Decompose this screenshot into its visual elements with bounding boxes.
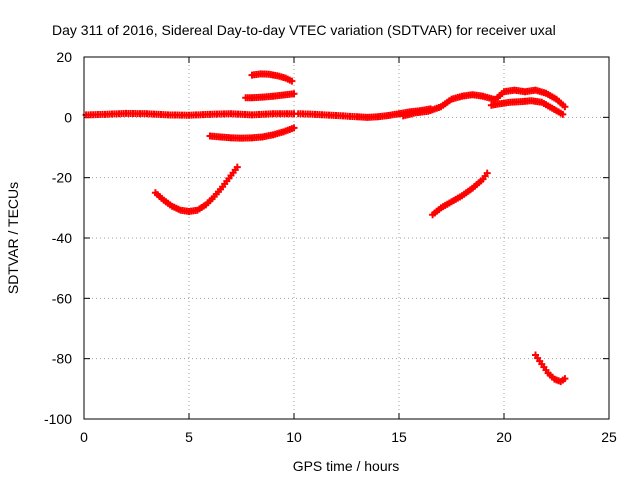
y-tick-label: -80 <box>52 351 72 367</box>
data-point <box>483 169 491 177</box>
data-point <box>290 90 298 98</box>
x-tick-label: 20 <box>496 429 512 445</box>
series-arc-19-23-low <box>487 97 567 118</box>
data-point <box>559 110 567 118</box>
y-tick-label: -20 <box>52 170 72 186</box>
data-point <box>290 124 298 132</box>
series-arc-19-23 <box>492 86 569 111</box>
chart-title: Day 311 of 2016, Sidereal Day-to-day VTE… <box>52 22 556 38</box>
y-tick-label: -60 <box>52 290 72 306</box>
y-tick-label: -40 <box>52 230 72 246</box>
y-tick-label: 20 <box>56 49 72 65</box>
y-tick-label: 0 <box>64 109 72 125</box>
series-arc-low-neg6 <box>206 124 298 142</box>
series-arc-top-14 <box>248 70 296 85</box>
data-point <box>288 77 296 85</box>
series-arc-neg30 <box>429 169 491 219</box>
x-tick-label: 0 <box>80 429 88 445</box>
y-axis-label: SDTVAR / TECUs <box>5 182 21 294</box>
series-arc-main-0 <box>82 109 298 119</box>
series-arc-neg80 <box>532 351 569 386</box>
x-tick-label: 15 <box>391 429 407 445</box>
x-tick-label: 5 <box>185 429 193 445</box>
data-point <box>561 375 569 383</box>
data-point <box>561 103 569 111</box>
x-tick-label: 10 <box>286 429 302 445</box>
plot-frame <box>83 56 610 420</box>
tick-labels: 0 5 10 15 20 25 -100 -80 -60 -40 -20 0 20 <box>44 49 617 445</box>
x-axis-label: GPS time / hours <box>293 458 400 474</box>
x-tick-label: 25 <box>601 429 617 445</box>
series-arc-mid-6 <box>242 90 298 102</box>
data-marks <box>82 70 569 386</box>
data-point <box>233 163 241 171</box>
series-arc-low-neg25 <box>151 163 241 215</box>
series-arc-16-20 <box>399 91 497 120</box>
y-tick-label: -100 <box>44 411 72 427</box>
